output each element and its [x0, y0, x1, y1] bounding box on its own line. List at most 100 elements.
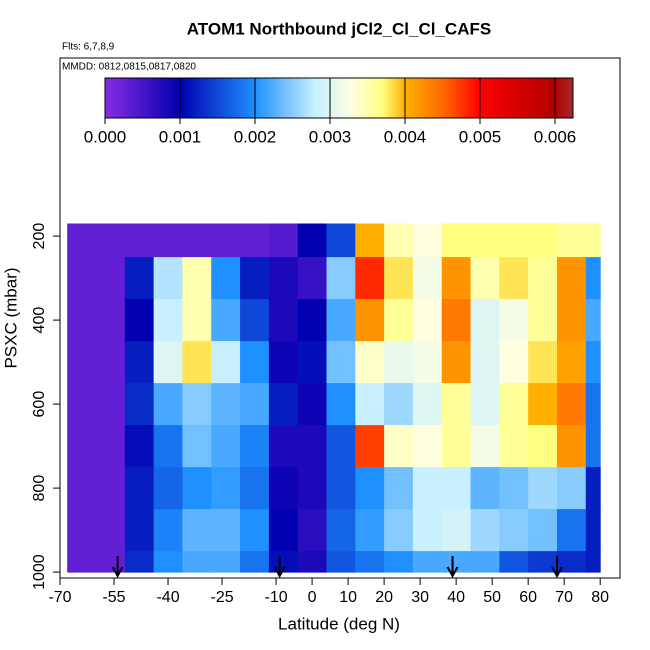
annotation: MMDD: 0812,0815,0817,0820: [62, 62, 196, 73]
heat-cell: [67, 341, 97, 384]
heat-cell: [326, 425, 356, 468]
heat-cell: [528, 383, 558, 426]
heat-cell: [384, 425, 414, 468]
heat-cell: [240, 299, 270, 342]
colorbar: [104, 77, 574, 119]
heat-cell: [240, 551, 270, 573]
heat-cell: [470, 425, 500, 468]
heat-cell: [211, 425, 241, 468]
x-axis-label: Latitude (deg N): [278, 614, 400, 633]
y-tick-label: 200: [31, 223, 48, 250]
x-tick-label: 10: [339, 589, 357, 606]
heat-cell: [412, 551, 443, 573]
heat-cell: [326, 551, 356, 573]
heat-cell: [355, 341, 385, 384]
heat-cell: [528, 425, 558, 468]
y-axis-label: PSXC (mbar): [1, 267, 20, 368]
y-tick-label: 600: [31, 391, 48, 418]
heat-cell: [153, 299, 183, 342]
heat-cell: [528, 467, 558, 510]
heat-cell: [96, 299, 126, 342]
heat-cell: [499, 383, 529, 426]
y-tick-label: 400: [31, 307, 48, 334]
heat-cell: [124, 467, 155, 510]
heat-cell: [384, 299, 414, 342]
heat-cell: [384, 257, 414, 300]
heat-cell: [384, 223, 414, 258]
heat-cell: [470, 341, 500, 384]
heat-cell: [67, 223, 97, 258]
heat-cell: [124, 425, 155, 468]
heat-cell: [268, 425, 299, 468]
heat-cell: [124, 223, 155, 258]
x-tick-label: 80: [591, 589, 609, 606]
arrow: [446, 556, 459, 579]
arrow-head: [551, 566, 563, 579]
heat-cell: [412, 425, 443, 468]
heat-cell: [268, 383, 299, 426]
heat-cell: [441, 509, 472, 552]
heat-cell: [441, 425, 472, 468]
heat-cell: [441, 223, 472, 258]
heat-cell: [297, 257, 327, 300]
heat-cell: [585, 425, 601, 468]
heat-cell: [153, 341, 183, 384]
heat-cell: [124, 509, 155, 552]
heat-cell: [585, 223, 601, 258]
x-tick-label: 40: [447, 589, 465, 606]
heat-cell: [96, 425, 126, 468]
heat-cell: [297, 299, 327, 342]
heat-cell: [412, 223, 443, 258]
y-tick-label: 800: [31, 475, 48, 502]
colorbar-tick-label: 0.003: [309, 127, 352, 146]
heat-cell: [412, 383, 443, 426]
heat-cell: [124, 299, 155, 342]
heat-cell: [182, 551, 212, 573]
heat-cell: [441, 551, 472, 573]
colorbar-tick-label: 0.006: [534, 127, 577, 146]
arrow-head: [273, 566, 286, 579]
heat-cell: [326, 257, 356, 300]
heat-cell: [528, 257, 558, 300]
heat-cell: [268, 257, 299, 300]
heat-cell: [355, 383, 385, 426]
colorbar-tick-label: 0.000: [84, 127, 127, 146]
heat-cell: [96, 383, 126, 426]
heat-cell: [153, 509, 183, 552]
heat-cell: [499, 299, 529, 342]
heat-cell: [556, 383, 587, 426]
x-tick-label: 30: [411, 589, 429, 606]
heat-cell: [412, 257, 443, 300]
heat-cell: [268, 551, 299, 573]
heat-cell: [240, 467, 270, 510]
heat-cell: [211, 341, 241, 384]
heat-cell: [67, 257, 97, 300]
x-tick-label: 70: [555, 589, 573, 606]
heat-cell: [326, 383, 356, 426]
heat-cell: [384, 383, 414, 426]
heat-cell: [384, 551, 414, 573]
heat-cell: [182, 509, 212, 552]
heat-cell: [556, 223, 587, 258]
heat-cell: [470, 383, 500, 426]
heat-cell: [355, 223, 385, 258]
x-tick-label: -70: [48, 589, 71, 606]
heat-cell: [297, 341, 327, 384]
heat-cell: [355, 257, 385, 300]
heat-cell: [240, 425, 270, 468]
heat-cell: [585, 383, 601, 426]
heat-cell: [182, 299, 212, 342]
heat-cell: [67, 509, 97, 552]
heat-cell: [384, 341, 414, 384]
heat-cell: [499, 257, 529, 300]
x-tick-label: 50: [483, 589, 501, 606]
heat-cell: [67, 383, 97, 426]
heat-cell: [556, 509, 587, 552]
heat-cell: [67, 299, 97, 342]
heat-cell: [384, 509, 414, 552]
heat-cell: [585, 509, 601, 552]
heat-cell: [268, 223, 299, 258]
heat-cell: [556, 467, 587, 510]
heat-cell: [211, 509, 241, 552]
